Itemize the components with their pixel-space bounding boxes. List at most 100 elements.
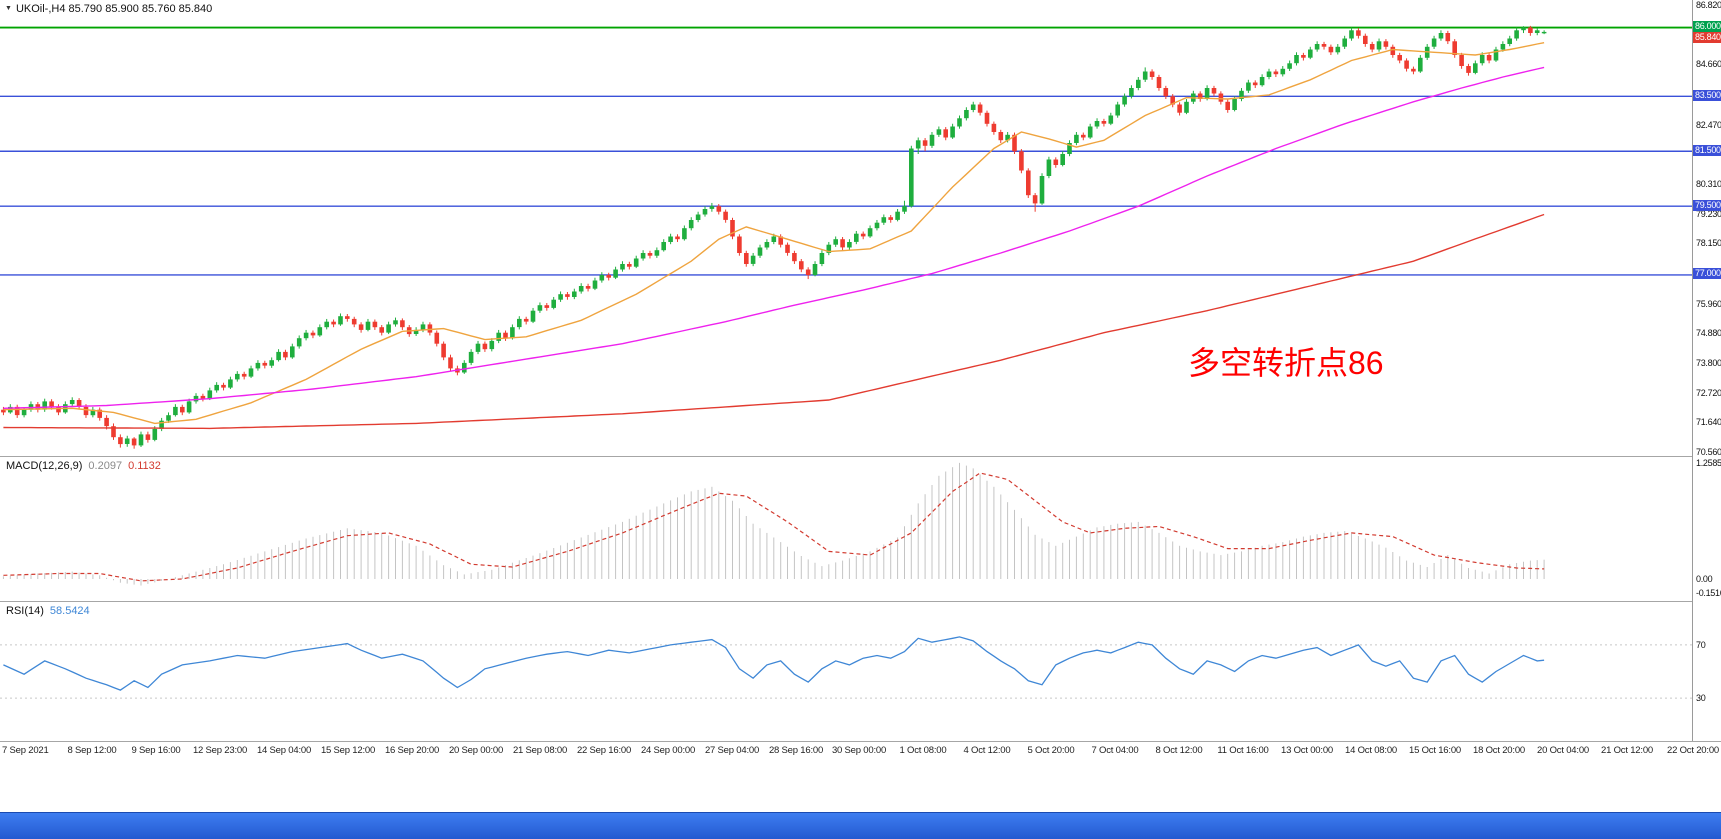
price-tick: 71.640 — [1696, 417, 1721, 428]
candle — [1459, 52, 1464, 69]
candle — [1163, 85, 1169, 100]
macd-panel[interactable] — [0, 457, 1692, 601]
candle — [1328, 44, 1334, 56]
candle — [737, 234, 742, 256]
price-level-badge: 83.500 — [1693, 89, 1721, 101]
ma-slow-line — [3, 213, 1545, 430]
time-label: 28 Sep 16:00 — [768, 745, 824, 756]
candle — [970, 101, 976, 113]
candle — [1342, 35, 1347, 49]
ma-mid-line — [3, 66, 1545, 409]
panel-separator[interactable] — [0, 601, 1721, 602]
candle — [1287, 60, 1292, 71]
macd-name: MACD(12,26,9) — [6, 460, 83, 472]
candle — [1197, 91, 1203, 102]
candle — [358, 322, 364, 333]
macd-signal-value: 0.1132 — [128, 460, 161, 472]
chart-annotation-text: 多空转折点86 — [1188, 345, 1384, 381]
candle — [544, 303, 550, 311]
candle — [1259, 74, 1265, 87]
candle — [744, 250, 749, 267]
candle — [1177, 102, 1182, 116]
time-axis[interactable]: 7 Sep 2021 8 Sep 12:00 9 Sep 16:00 12 Sep 2… — [0, 745, 1721, 761]
candle — [1101, 118, 1107, 127]
time-label: 18 Oct 20:00 — [1473, 745, 1525, 756]
price-tick: 73.800 — [1696, 357, 1721, 368]
candle — [489, 338, 495, 352]
rsi-axis-label: 70 — [1696, 639, 1706, 650]
candle — [812, 261, 818, 277]
panel-separator[interactable] — [0, 741, 1721, 742]
price-scale[interactable]: 86.820 84.660 82.470 80.310 79.230 78.150 75.9… — [1692, 0, 1721, 741]
price-level-badge: 85.840 — [1693, 32, 1721, 44]
price-tick: 86.820 — [1696, 0, 1721, 10]
candle — [627, 261, 632, 270]
candle — [668, 233, 673, 245]
candle — [1211, 85, 1217, 97]
candle — [833, 236, 838, 247]
candle — [1039, 173, 1045, 205]
candle — [1541, 30, 1547, 35]
candle — [799, 259, 804, 273]
candle — [860, 231, 866, 240]
candle — [551, 296, 556, 310]
candle — [1445, 30, 1451, 45]
candle — [1349, 27, 1354, 41]
time-label: 14 Oct 08:00 — [1345, 745, 1397, 756]
candle — [118, 434, 123, 448]
candle — [1452, 39, 1457, 58]
macd-axis-label: -0.1516 — [1696, 588, 1721, 598]
candle — [475, 340, 481, 355]
macd-axis-label: 1.2585 — [1696, 458, 1721, 468]
candle — [351, 316, 357, 328]
candle — [255, 360, 261, 371]
panel-separator[interactable] — [0, 456, 1721, 457]
taskbar[interactable] — [0, 812, 1721, 839]
macd-histogram — [2, 462, 1545, 586]
candle — [1122, 93, 1127, 107]
candle — [826, 241, 832, 256]
candle — [819, 250, 825, 267]
candle — [1356, 28, 1361, 39]
candle — [1046, 156, 1052, 179]
candle — [688, 217, 694, 231]
candle — [606, 272, 611, 281]
candle — [441, 341, 446, 361]
candle — [1115, 101, 1120, 118]
macd-main-value: 0.2097 — [88, 460, 123, 472]
candle — [682, 225, 687, 241]
candle — [785, 242, 790, 256]
candle — [386, 321, 391, 335]
candle — [331, 319, 336, 328]
candle — [42, 398, 47, 412]
candle — [840, 237, 845, 251]
price-tick: 82.470 — [1696, 119, 1721, 130]
candle — [647, 250, 653, 259]
rsi-panel[interactable] — [0, 602, 1692, 741]
candle — [599, 272, 605, 283]
candle — [792, 250, 797, 264]
candle — [613, 266, 618, 280]
candle — [1156, 74, 1162, 91]
candle — [964, 107, 969, 121]
price-level-badge: 86.000 — [1693, 21, 1721, 33]
candle — [1493, 46, 1499, 62]
main-price-chart[interactable] — [0, 0, 1692, 456]
candle — [400, 318, 405, 330]
candle — [1376, 38, 1382, 52]
candle — [56, 404, 61, 416]
candle — [929, 132, 935, 148]
candle — [324, 318, 329, 330]
symbol-period-label: UKOil-,H4 — [15, 3, 66, 15]
candle — [145, 431, 151, 443]
macd-signal-line — [3, 472, 1545, 582]
time-label: 20 Sep 00:00 — [448, 745, 504, 756]
candle — [957, 115, 962, 129]
time-label: 5 Oct 20:00 — [1027, 745, 1075, 756]
candle — [1383, 39, 1389, 50]
candle — [496, 329, 501, 344]
price-tick: 74.880 — [1696, 328, 1721, 339]
candle — [1301, 52, 1306, 61]
candle — [1534, 28, 1540, 36]
time-label: 30 Sep 00:00 — [831, 745, 887, 756]
